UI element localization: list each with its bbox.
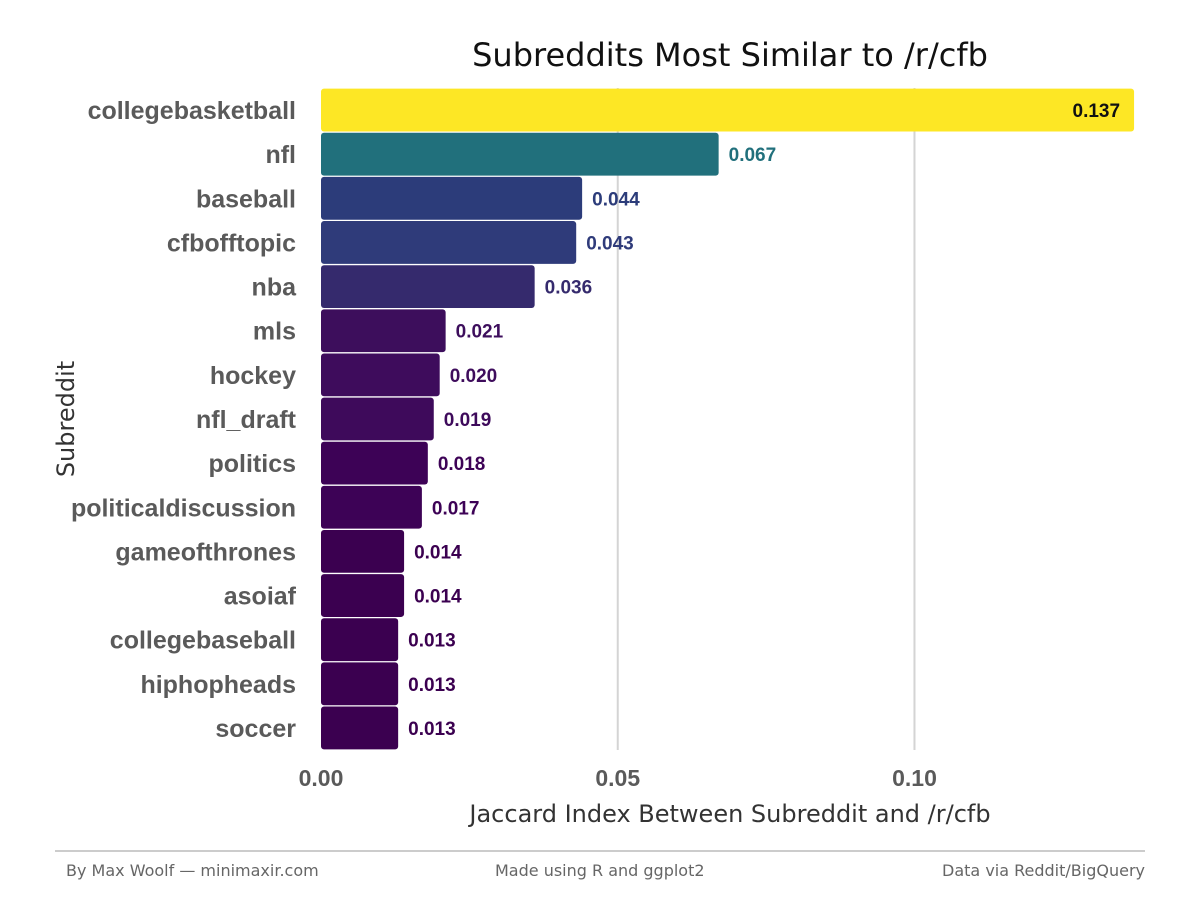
bar [321, 574, 405, 617]
value-label: 0.044 [592, 189, 640, 210]
value-label: 0.013 [408, 675, 456, 696]
value-label: 0.043 [586, 233, 634, 254]
x-tick-labels: 0.00 0.05 0.10 [299, 765, 937, 791]
y-axis-title: Subreddit [52, 361, 80, 477]
value-label: 0.013 [408, 719, 456, 740]
x-tick-label: 0.05 [595, 765, 640, 791]
category-label: hockey [210, 362, 296, 390]
footer-divider [55, 850, 1145, 852]
category-label: politicaldiscussion [71, 494, 296, 522]
bar [321, 529, 405, 573]
value-label: 0.067 [729, 145, 777, 166]
footer-tools: Made using R and ggplot2 [495, 861, 705, 880]
category-label: soccer [215, 715, 296, 743]
category-label: gameofthrones [115, 538, 296, 566]
category-label: nfl_draft [196, 406, 297, 434]
value-label: 0.014 [414, 542, 462, 563]
category-label: nfl [265, 141, 296, 169]
value-label: 0.021 [456, 322, 504, 343]
value-label: 0.019 [444, 410, 492, 431]
x-tick-label: 0.00 [299, 765, 344, 791]
category-label: nba [252, 274, 298, 302]
bar [321, 309, 446, 353]
bar [321, 397, 434, 441]
value-label: 0.137 [1073, 101, 1121, 122]
value-label: 0.014 [414, 587, 462, 608]
category-label: hiphopheads [140, 671, 296, 699]
value-label: 0.017 [432, 498, 480, 519]
footer-credit: By Max Woolf — minimaxir.com [66, 861, 319, 880]
footer-source: Data via Reddit/BigQuery [942, 861, 1145, 880]
bar [321, 353, 440, 397]
value-label: 0.036 [545, 278, 593, 299]
value-label: 0.013 [408, 631, 456, 652]
x-axis-title: Jaccard Index Between Subreddit and /r/c… [467, 800, 990, 828]
bar [321, 618, 399, 662]
bar [321, 485, 422, 529]
bar [321, 662, 399, 706]
x-tick-label: 0.10 [892, 765, 937, 791]
category-label: collegebasketball [88, 97, 296, 125]
category-label: cfbofftopic [167, 229, 296, 257]
bar [321, 176, 583, 220]
bar [321, 88, 1135, 132]
category-labels: collegebasketball nfl baseball cfbofftopic n… [71, 97, 297, 743]
value-labels: 0.137 0.067 0.044 0.043 0.036 0.021 0.020 0.019… [408, 101, 1120, 740]
category-label: politics [208, 450, 296, 478]
value-label: 0.020 [450, 366, 498, 387]
category-label: collegebaseball [110, 627, 296, 655]
bar [321, 221, 577, 264]
bar [321, 706, 399, 750]
bar [321, 265, 535, 309]
value-label: 0.018 [438, 454, 486, 475]
bar-chart: collegebasketball nfl baseball cfbofftopic n… [52, 36, 1135, 828]
chart-title: Subreddits Most Similar to /r/cfb [472, 36, 988, 74]
category-label: asoiaf [224, 583, 297, 611]
category-label: mls [253, 318, 296, 346]
bar [321, 132, 719, 176]
bar [321, 441, 428, 485]
category-label: baseball [196, 185, 296, 213]
gridlines [616, 88, 916, 750]
bars [321, 88, 1135, 750]
